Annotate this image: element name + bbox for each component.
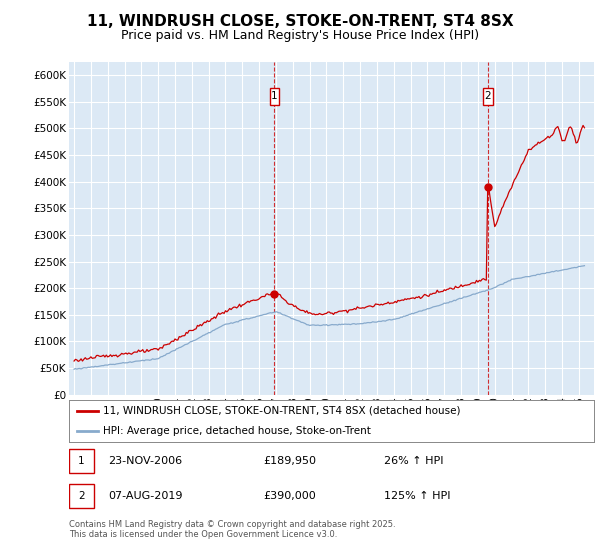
Bar	[484, 88, 493, 105]
Text: 2: 2	[485, 91, 491, 101]
Bar	[269, 88, 279, 105]
Text: 2: 2	[78, 491, 85, 501]
Text: 11, WINDRUSH CLOSE, STOKE-ON-TRENT, ST4 8SX (detached house): 11, WINDRUSH CLOSE, STOKE-ON-TRENT, ST4 …	[103, 406, 461, 416]
Text: 26% ↑ HPI: 26% ↑ HPI	[384, 456, 443, 466]
Text: Contains HM Land Registry data © Crown copyright and database right 2025.
This d: Contains HM Land Registry data © Crown c…	[69, 520, 395, 539]
Text: 1: 1	[78, 456, 85, 466]
Bar	[69, 484, 94, 508]
Text: 1: 1	[271, 91, 278, 101]
Text: 23-NOV-2006: 23-NOV-2006	[109, 456, 182, 466]
Text: £189,950: £189,950	[263, 456, 316, 466]
Text: 07-AUG-2019: 07-AUG-2019	[109, 491, 183, 501]
Text: £390,000: £390,000	[263, 491, 316, 501]
Bar	[69, 449, 94, 473]
Text: HPI: Average price, detached house, Stoke-on-Trent: HPI: Average price, detached house, Stok…	[103, 426, 371, 436]
Text: 125% ↑ HPI: 125% ↑ HPI	[384, 491, 451, 501]
Text: 11, WINDRUSH CLOSE, STOKE-ON-TRENT, ST4 8SX: 11, WINDRUSH CLOSE, STOKE-ON-TRENT, ST4 …	[86, 14, 514, 29]
Text: Price paid vs. HM Land Registry's House Price Index (HPI): Price paid vs. HM Land Registry's House …	[121, 29, 479, 42]
